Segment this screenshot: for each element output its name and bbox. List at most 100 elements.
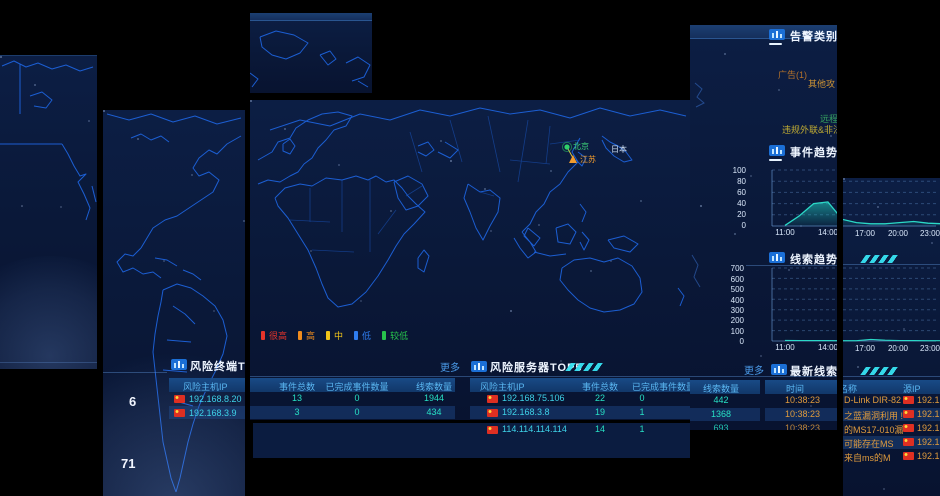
clue-trend-title: 线索趋势: [790, 254, 837, 266]
panel-divider: [0, 362, 97, 363]
legend-label: 较低: [390, 331, 409, 341]
star-field: [103, 110, 105, 112]
cell-clues: 1368: [710, 409, 732, 419]
cn-flag-icon: [903, 396, 914, 404]
cn-flag-icon: [903, 438, 914, 446]
col-source-ip: 源IP: [903, 384, 921, 394]
row-band: [765, 408, 837, 421]
map-count-badge: 71: [121, 456, 136, 471]
cell-done: 1: [639, 407, 645, 417]
y-tick: 20: [737, 210, 746, 219]
y-tick: 100: [730, 327, 744, 336]
cn-flag-icon: [903, 410, 914, 418]
clue-trend-chart: [771, 267, 837, 342]
table-header-band: [765, 380, 837, 394]
server-table-strip: 114.114.114.114 14 1: [253, 423, 690, 458]
row-band: [169, 406, 245, 419]
star-field: [0, 56, 2, 58]
jiangsu-marker-pin: [569, 155, 577, 163]
y-tick: 600: [730, 275, 744, 284]
cell-time: 10:38:23: [785, 409, 821, 419]
x-tick: 14:00: [817, 228, 837, 237]
cell-source-ip: 192.1: [917, 423, 940, 433]
map-fragment-arctic: [250, 13, 372, 93]
pie-label: 广告(1): [778, 70, 807, 80]
y-tick: 400: [730, 296, 744, 305]
host-ip: 192.168.75.106: [502, 393, 565, 403]
legend-item: 低: [354, 329, 371, 342]
main-map-panel: 北京 江苏 日本 很高 高 中 低 较低 更多 风险服务器TOP5 事件总数 已…: [250, 100, 690, 420]
cn-flag-icon: [903, 424, 914, 432]
y-tick: 60: [737, 188, 746, 197]
clue-trend-chart-slice: [843, 267, 940, 342]
panel-icon: [769, 29, 785, 40]
x-tick: 23:00: [919, 229, 940, 238]
cell-clue-name: 来自ms的M: [844, 453, 891, 463]
row-band: [250, 406, 455, 419]
cn-flag-icon: [487, 409, 498, 417]
y-tick: 80: [737, 177, 746, 186]
y-tick: 0: [739, 337, 744, 346]
table-header-band: [843, 380, 940, 394]
y-tick: 300: [730, 306, 744, 315]
row-band: [843, 436, 940, 449]
host-ip: 192.168.8.20: [189, 394, 242, 404]
host-ip: 114.114.114.114: [502, 424, 567, 434]
row-band: [470, 406, 690, 419]
series-line: [843, 218, 940, 225]
map-fragment-west-na: [0, 55, 97, 369]
americas-coastlines: [106, 113, 242, 493]
map-fragment-americas: 6 71 风险终端TOP5 风险主机IP 192.168.8.20 192.16…: [103, 110, 245, 496]
legend-swatch: [298, 331, 303, 340]
right-column-panel: 告警类别 广告(1) 其他攻 远程 违规外联&非法 事件趋势 100 80 60…: [690, 25, 837, 430]
y-tick: 0: [741, 221, 746, 230]
cell-events: 22: [594, 393, 605, 403]
japan-label: 日本: [611, 145, 627, 154]
cell-events: 14: [594, 424, 605, 434]
cell-done: 0: [354, 393, 360, 403]
x-tick: 11:00: [775, 343, 795, 352]
risk-server-title: 风险服务器TOP5: [490, 362, 583, 374]
cell-events: 13: [291, 393, 302, 403]
cell-clue-name: 可能存在MS: [844, 439, 894, 449]
west-na-coastlines: [0, 60, 97, 221]
panel-icon: [769, 145, 785, 156]
legend-label: 中: [334, 331, 344, 341]
panel-divider: [843, 376, 940, 377]
panel-divider: [746, 265, 837, 266]
latest-clues-more-link[interactable]: 更多: [744, 366, 764, 377]
x-tick: 17:00: [854, 344, 876, 353]
right-edge-panel: 17:00 20:00 23:00 17:00 20:00 23:00 线索名称…: [843, 178, 940, 496]
cell-source-ip: 192.1: [917, 451, 940, 461]
series-area: [785, 201, 837, 226]
panel-divider: [690, 376, 837, 377]
legend-swatch: [354, 331, 359, 340]
stripes-decoration: [860, 255, 900, 263]
pie-label: 其他攻: [808, 79, 836, 89]
col-clue-count: 线索数量: [702, 384, 739, 394]
event-trend-title: 事件趋势: [790, 147, 837, 159]
cell-time: 10:38:23: [785, 423, 821, 430]
risk-terminal-more-link[interactable]: 更多: [440, 363, 460, 374]
row-band: [843, 408, 940, 421]
cell-events: 19: [594, 407, 605, 417]
cell-clues: 434: [426, 407, 442, 417]
star-field: [250, 100, 252, 102]
star-field: [700, 205, 702, 207]
x-tick: 23:00: [919, 344, 940, 353]
star-field: [843, 178, 845, 180]
latest-clues-title: 最新线索: [790, 366, 837, 378]
cell-source-ip: 192.1: [917, 437, 940, 447]
legend-item: 较低: [382, 329, 408, 342]
app-top-bar: [250, 13, 372, 21]
y-tick: 500: [730, 285, 744, 294]
col-risk-host-ip: 风险主机IP: [183, 382, 228, 392]
host-ip: 192.168.3.9: [189, 408, 237, 418]
cell-clues: 693: [713, 423, 729, 430]
pie-label: 违规外联&非法: [782, 125, 837, 135]
col-done-events: 已完成事件数量: [632, 382, 690, 392]
row-band: [690, 408, 760, 421]
event-trend-chart: [771, 169, 837, 227]
risk-terminal-title: 风险终端TOP5: [190, 361, 245, 373]
